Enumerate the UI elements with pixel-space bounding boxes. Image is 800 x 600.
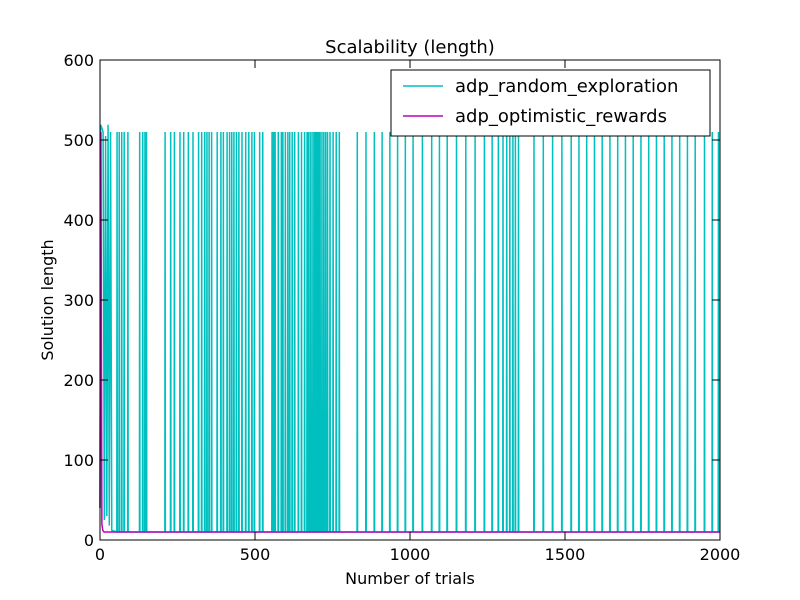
x-axis-label: Number of trials — [345, 569, 475, 588]
chart-title: Scalability (length) — [325, 37, 495, 58]
x-tick-label: 2000 — [700, 545, 741, 564]
series-layer — [99, 124, 720, 534]
x-tick-label: 1500 — [545, 545, 586, 564]
y-tick-label: 400 — [63, 211, 94, 230]
x-tick-label: 0 — [95, 545, 105, 564]
legend-label-adp-optimistic-rewards: adp_optimistic_rewards — [455, 106, 667, 127]
axis-ticks: 0 500 1000 1500 2000 0 100 200 300 400 500 600 — [63, 51, 740, 564]
x-tick-label: 500 — [240, 545, 271, 564]
legend: adp_random_exploration adp_optimistic_re… — [390, 69, 711, 137]
y-tick-label: 100 — [63, 451, 94, 470]
y-tick-label: 500 — [63, 131, 94, 150]
y-axis-label: Solution length — [38, 239, 57, 360]
y-tick-label: 600 — [63, 51, 94, 70]
series-line-adp-optimistic-rewards — [99, 131, 720, 533]
y-tick-label: 200 — [63, 371, 94, 390]
y-tick-label: 0 — [84, 531, 94, 550]
legend-box — [390, 69, 711, 137]
legend-label-adp-random-exploration: adp_random_exploration — [455, 76, 678, 97]
x-tick-label: 1000 — [390, 545, 431, 564]
y-tick-label: 300 — [63, 291, 94, 310]
